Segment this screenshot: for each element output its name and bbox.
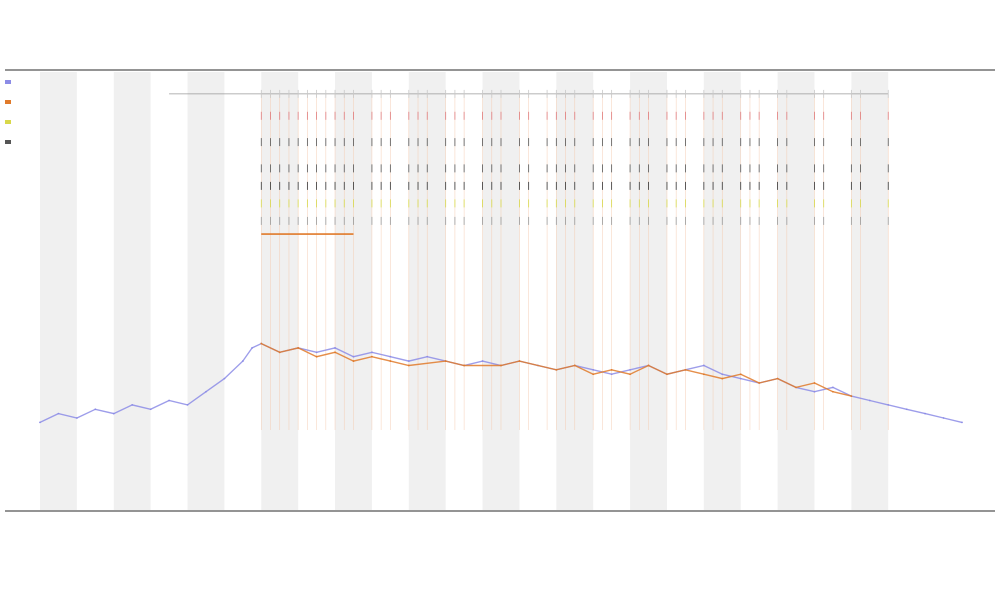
data-point <box>371 355 373 358</box>
data-point <box>832 390 834 393</box>
data-point <box>149 408 152 411</box>
series-line <box>39 342 963 424</box>
series-line <box>261 342 852 397</box>
data-point <box>592 368 595 371</box>
data-point <box>666 373 668 376</box>
shaded-band <box>851 72 889 510</box>
data-point <box>592 373 595 376</box>
event-marks <box>169 89 889 430</box>
data-point <box>610 368 613 371</box>
data-point <box>702 364 705 367</box>
data-point <box>389 360 392 362</box>
shaded-band <box>187 72 225 510</box>
data-point <box>481 360 484 362</box>
data-point <box>186 403 189 406</box>
shaded-band <box>777 72 815 510</box>
data-point <box>721 377 724 380</box>
data-point <box>573 364 576 367</box>
data-point <box>795 386 797 389</box>
data-point <box>610 373 613 376</box>
data-point <box>629 368 631 371</box>
data-point <box>278 351 281 354</box>
data-point <box>94 408 97 411</box>
data-point <box>739 373 742 376</box>
data-point <box>463 364 466 367</box>
data-point <box>315 355 318 358</box>
data-point <box>251 347 253 349</box>
legend-swatch <box>5 140 11 144</box>
data-point <box>776 377 779 380</box>
shaded-band <box>113 72 151 510</box>
data-point <box>758 382 761 384</box>
legend-swatch <box>5 100 11 104</box>
data-point <box>739 377 742 380</box>
data-point <box>518 360 521 362</box>
data-point <box>629 373 631 376</box>
data-point <box>352 355 355 358</box>
legend-swatch <box>5 120 11 124</box>
data-point <box>315 351 318 354</box>
data-point <box>832 386 834 389</box>
data-point <box>131 403 134 406</box>
data-point <box>297 347 300 349</box>
legend <box>5 80 11 144</box>
data-point <box>868 399 871 402</box>
data-point <box>260 342 263 345</box>
data-point <box>223 377 226 380</box>
data-point <box>407 360 410 362</box>
data-point <box>444 360 447 362</box>
data-point <box>887 403 890 406</box>
data-point <box>924 412 927 415</box>
data-point <box>813 382 816 384</box>
data-point <box>39 421 41 424</box>
data-point <box>205 390 207 393</box>
data-point <box>57 412 60 415</box>
data-point <box>241 360 244 362</box>
legend-swatch <box>5 80 11 84</box>
data-point <box>334 347 336 349</box>
data-point <box>961 421 963 424</box>
data-point <box>112 412 115 415</box>
series-layer <box>39 342 963 424</box>
data-point <box>407 364 410 367</box>
data-point <box>813 390 816 393</box>
data-point <box>905 408 908 411</box>
data-point <box>647 364 650 367</box>
shaded-band <box>40 72 77 510</box>
data-point <box>352 360 355 362</box>
data-point <box>721 373 724 376</box>
data-point <box>555 368 558 371</box>
data-point <box>850 395 853 398</box>
data-point <box>75 417 78 419</box>
data-point <box>942 417 945 419</box>
data-point <box>389 355 392 358</box>
data-point <box>426 355 429 358</box>
data-point <box>168 399 170 402</box>
data-point <box>702 373 705 376</box>
data-point <box>371 351 373 354</box>
data-point <box>684 368 687 371</box>
data-point <box>334 351 336 354</box>
data-point <box>500 364 502 367</box>
